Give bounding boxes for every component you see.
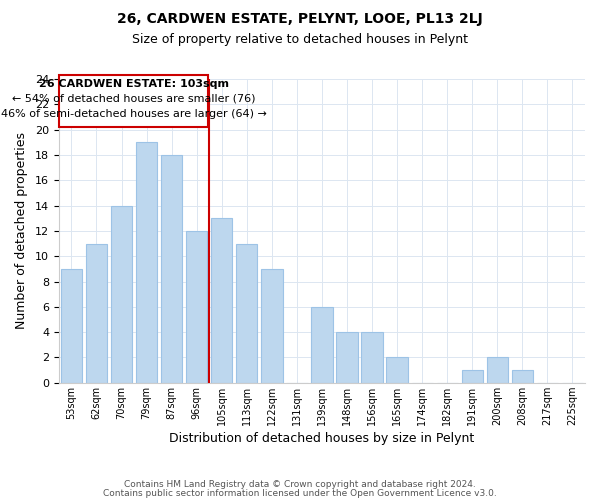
Text: 26 CARDWEN ESTATE: 103sqm: 26 CARDWEN ESTATE: 103sqm: [38, 79, 229, 89]
Bar: [86, 244, 107, 383]
Text: 26, CARDWEN ESTATE, PELYNT, LOOE, PL13 2LJ: 26, CARDWEN ESTATE, PELYNT, LOOE, PL13 2…: [117, 12, 483, 26]
Bar: [161, 155, 182, 383]
Bar: [512, 370, 533, 383]
X-axis label: Distribution of detached houses by size in Pelynt: Distribution of detached houses by size …: [169, 432, 475, 445]
Text: ← 54% of detached houses are smaller (76): ← 54% of detached houses are smaller (76…: [12, 94, 256, 104]
Text: Size of property relative to detached houses in Pelynt: Size of property relative to detached ho…: [132, 32, 468, 46]
Bar: [487, 358, 508, 383]
Bar: [461, 370, 483, 383]
Bar: [386, 358, 408, 383]
Bar: [211, 218, 232, 383]
Y-axis label: Number of detached properties: Number of detached properties: [15, 132, 28, 330]
Bar: [111, 206, 132, 383]
Text: 46% of semi-detached houses are larger (64) →: 46% of semi-detached houses are larger (…: [1, 108, 266, 118]
Bar: [186, 231, 208, 383]
Bar: [236, 244, 257, 383]
Bar: [337, 332, 358, 383]
Bar: [61, 269, 82, 383]
Bar: [136, 142, 157, 383]
Bar: [59, 75, 208, 127]
Bar: [311, 307, 332, 383]
Bar: [361, 332, 383, 383]
Text: Contains HM Land Registry data © Crown copyright and database right 2024.: Contains HM Land Registry data © Crown c…: [124, 480, 476, 489]
Bar: [261, 269, 283, 383]
Text: Contains public sector information licensed under the Open Government Licence v3: Contains public sector information licen…: [103, 488, 497, 498]
